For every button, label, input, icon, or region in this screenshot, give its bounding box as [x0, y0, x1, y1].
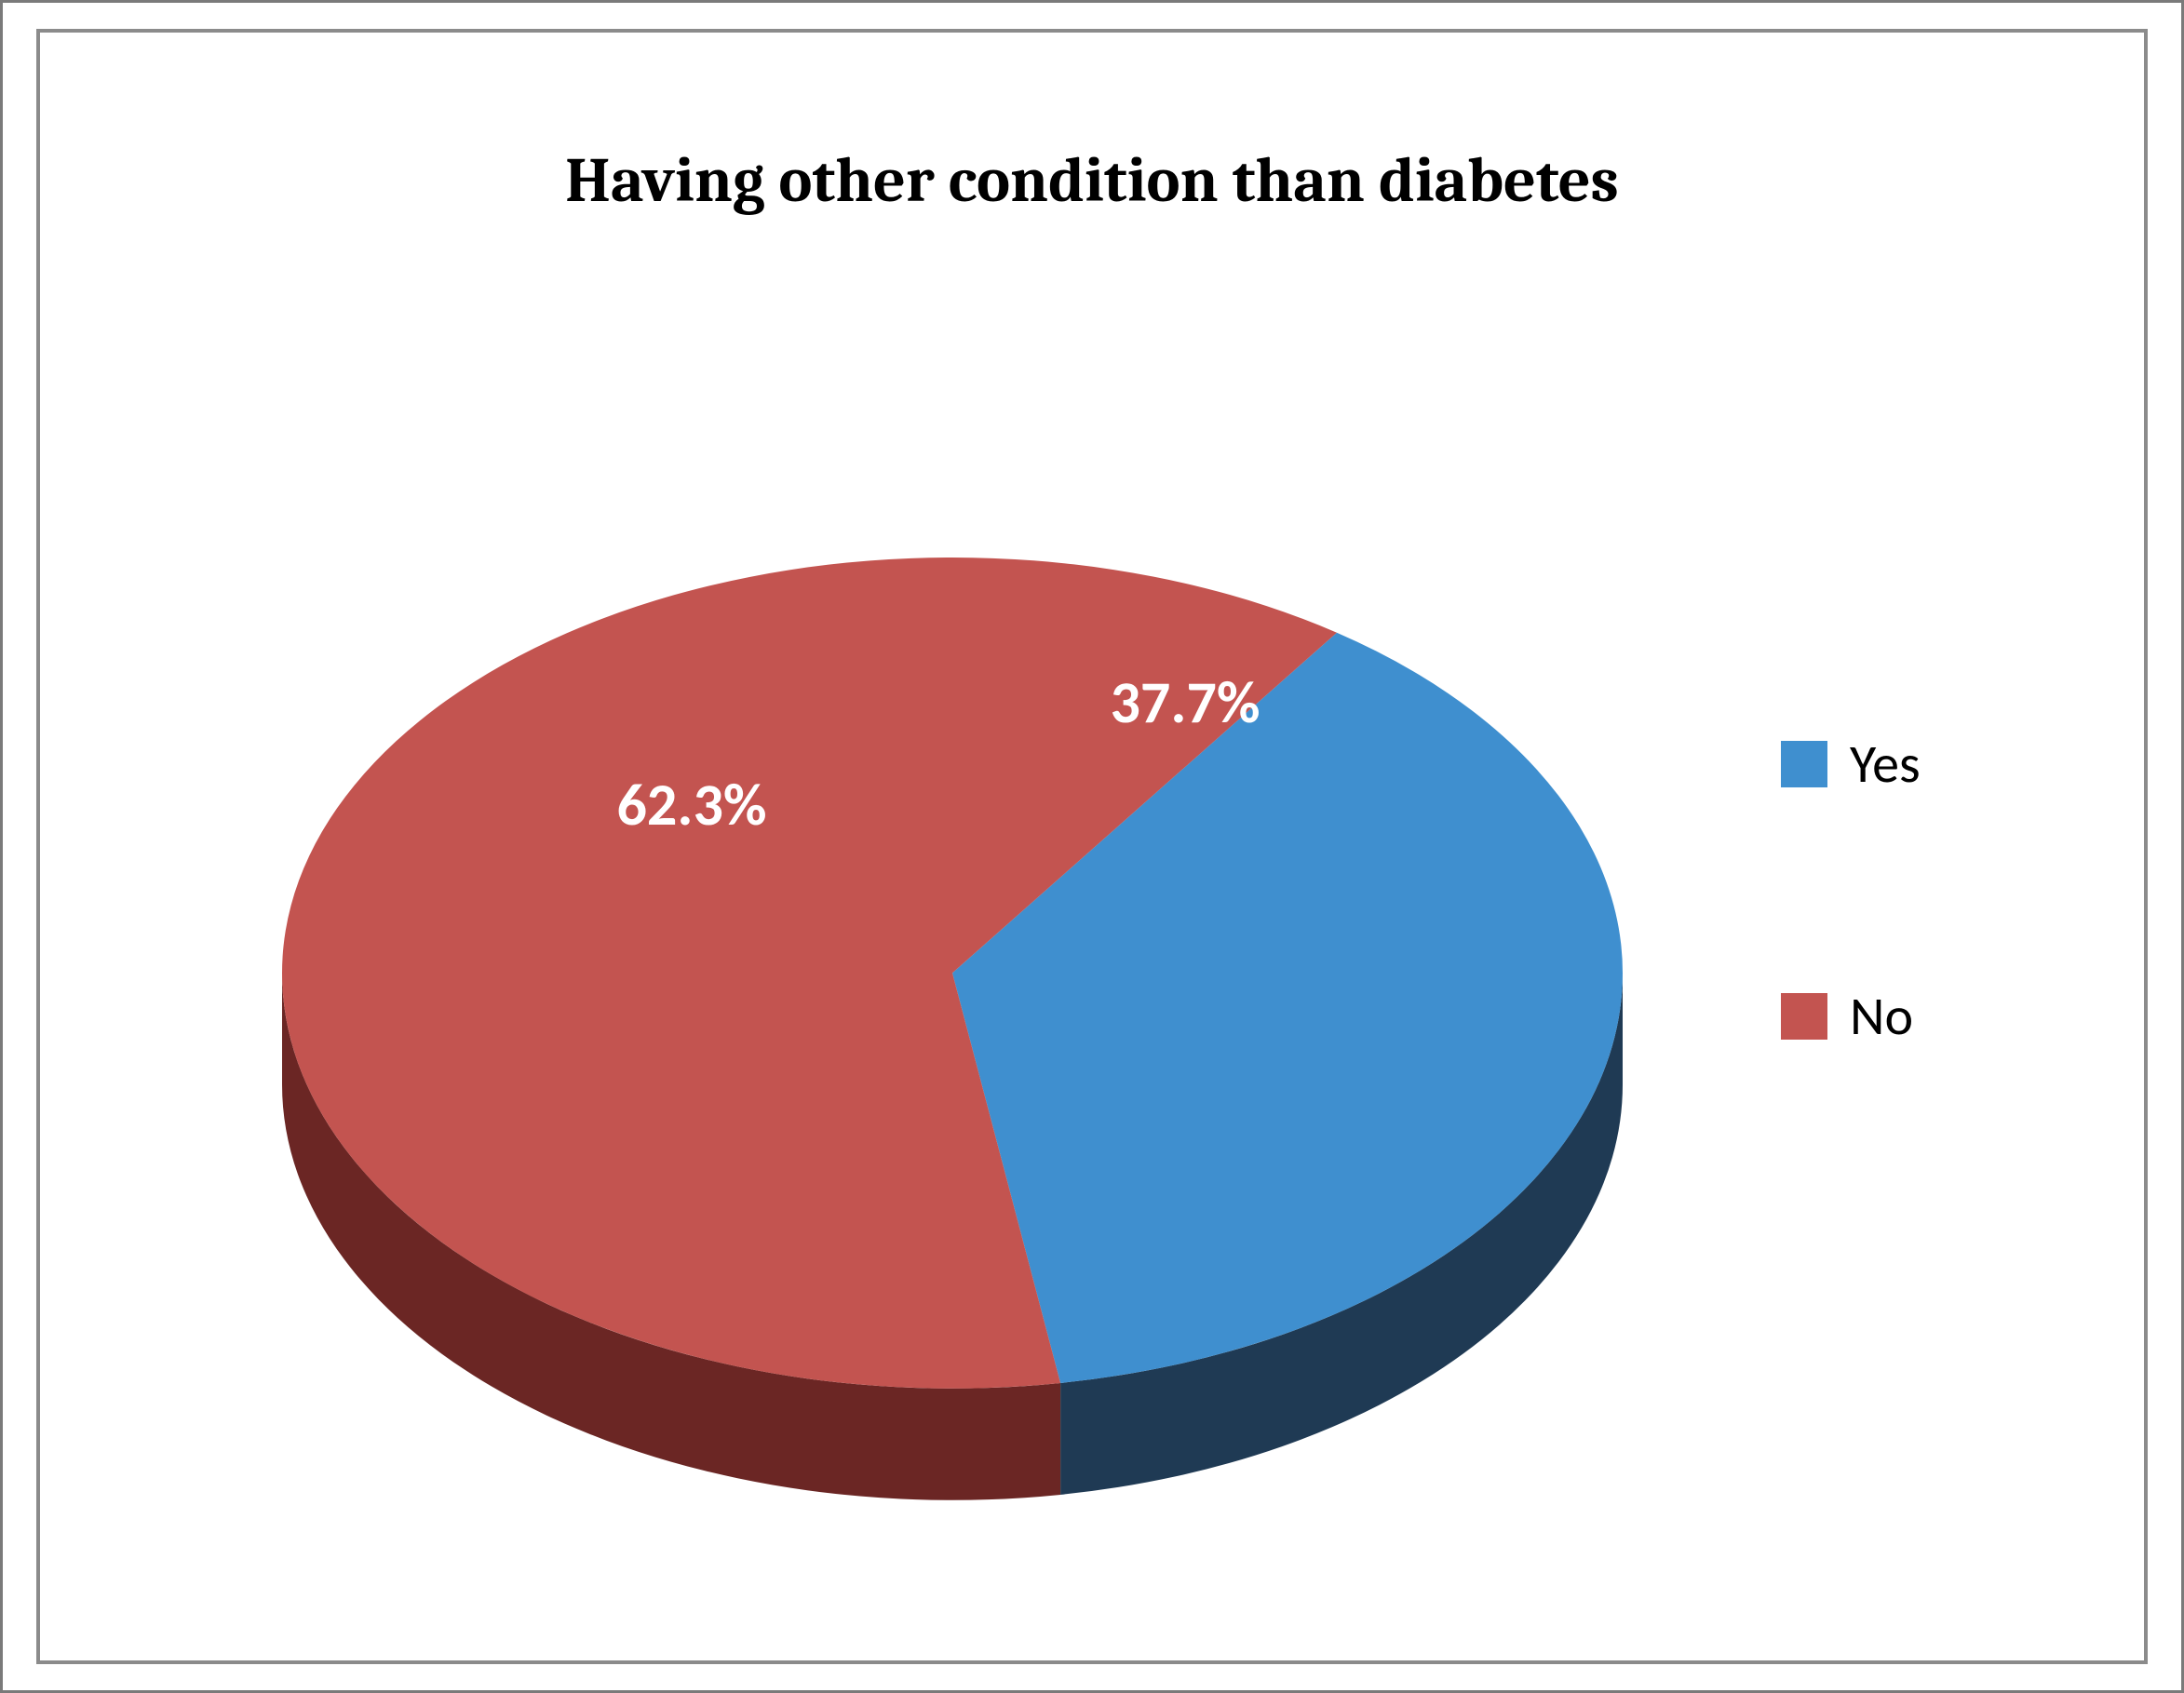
data-label-no: 62.3%: [616, 769, 766, 841]
chart-outer-frame: Having other condition than diabetes 37.…: [0, 0, 2184, 1693]
pie-chart: [263, 539, 1641, 1524]
legend-label-yes: Yes: [1850, 731, 1921, 797]
legend-item-no: No: [1781, 983, 1921, 1049]
chart-title: Having other condition than diabetes: [565, 144, 1619, 217]
pie-svg: [263, 539, 1641, 1519]
legend-swatch-no: [1781, 993, 1827, 1040]
legend-label-no: No: [1850, 983, 1913, 1049]
legend: Yes No: [1781, 731, 1921, 1049]
legend-item-yes: Yes: [1781, 731, 1921, 797]
legend-swatch-yes: [1781, 741, 1827, 787]
data-label-yes: 37.7%: [1110, 666, 1260, 739]
chart-inner-frame: Having other condition than diabetes 37.…: [36, 29, 2148, 1664]
